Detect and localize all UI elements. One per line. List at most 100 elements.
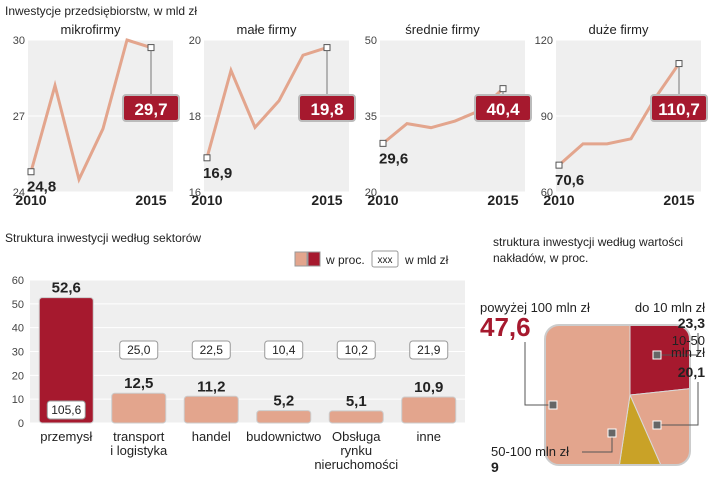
value-label: 12,5 bbox=[124, 375, 153, 392]
chart-title: struktura inwestycji według wartości nakł… bbox=[493, 235, 683, 265]
x-tick-label: handel bbox=[192, 429, 231, 444]
line bbox=[29, 38, 152, 184]
slice-label: 10-50 mln zł bbox=[671, 333, 705, 360]
y-tick-label: 0 bbox=[18, 418, 24, 430]
y-tick-label: 60 bbox=[541, 187, 553, 199]
amount-label: 21,9 bbox=[417, 343, 441, 357]
value-label: 19,8 bbox=[310, 100, 343, 119]
amount-label: 22,5 bbox=[200, 343, 224, 357]
point-marker bbox=[147, 44, 155, 52]
panel-title: małe firmy bbox=[237, 22, 297, 37]
x-tick-label: transport i logistyka bbox=[110, 429, 168, 458]
chart-title: Struktura inwestycji według sektorów bbox=[5, 231, 201, 245]
x-tick-label: 2010 bbox=[191, 192, 222, 208]
y-tick-label: 20 bbox=[12, 370, 24, 382]
y-tick-label: 50 bbox=[365, 35, 377, 47]
x-tick-label: inne bbox=[416, 429, 441, 444]
y-tick-label: 90 bbox=[541, 111, 553, 123]
amount-box bbox=[119, 340, 159, 360]
value-label: 24,8 bbox=[27, 179, 56, 196]
pie-slice bbox=[545, 325, 631, 465]
y-tick-label: 16 bbox=[189, 187, 201, 199]
x-tick-label: 2015 bbox=[311, 192, 342, 208]
pie-frame bbox=[544, 324, 691, 466]
value-label: 40,4 bbox=[486, 100, 520, 119]
leader-line bbox=[657, 333, 699, 356]
value-label: 9 bbox=[491, 459, 499, 475]
slice-label: powyżej 100 mln zł bbox=[480, 300, 590, 315]
bar bbox=[401, 396, 457, 424]
line bbox=[558, 62, 681, 167]
amount-box bbox=[46, 400, 86, 420]
bar bbox=[38, 297, 94, 424]
main-title: Inwestycje przedsiębiorstw, w mld zł bbox=[5, 4, 197, 18]
value-label: 29,7 bbox=[134, 100, 167, 119]
value-label: 110,7 bbox=[658, 100, 700, 119]
amount-label: 10,4 bbox=[272, 343, 296, 357]
amount-label: 25,0 bbox=[127, 343, 151, 357]
pointer-marker bbox=[548, 400, 558, 410]
y-tick-label: 18 bbox=[189, 111, 201, 123]
value-label: 11,2 bbox=[197, 378, 225, 395]
leader-line bbox=[524, 342, 553, 406]
point-marker bbox=[499, 85, 507, 93]
legend-sample: xxx bbox=[378, 255, 393, 266]
value-label: 47,6 bbox=[480, 312, 531, 342]
value-box bbox=[298, 94, 356, 122]
legend-label: w mld zł bbox=[404, 253, 449, 267]
y-tick-label: 60 bbox=[12, 275, 24, 287]
value-box bbox=[122, 94, 180, 122]
amount-box bbox=[191, 340, 231, 360]
value-label: 20,1 bbox=[678, 364, 705, 380]
bar bbox=[183, 395, 239, 424]
value-box bbox=[650, 94, 708, 122]
x-tick-label: 2015 bbox=[135, 192, 166, 208]
leader-line bbox=[582, 433, 613, 453]
point-marker bbox=[203, 154, 211, 162]
value-label: 16,9 bbox=[203, 165, 232, 182]
pointer-marker bbox=[607, 428, 617, 438]
legend-swatch bbox=[294, 251, 308, 267]
point-marker bbox=[27, 168, 35, 176]
panel-title: duże firmy bbox=[589, 22, 649, 37]
x-tick-label: 2015 bbox=[663, 192, 694, 208]
x-tick-label: 2010 bbox=[15, 192, 46, 208]
amount-box bbox=[409, 340, 449, 360]
x-tick-label: 2015 bbox=[487, 192, 518, 208]
y-tick-label: 120 bbox=[535, 35, 553, 47]
bar bbox=[256, 410, 312, 424]
bar bbox=[328, 410, 384, 424]
value-label: 10,9 bbox=[414, 379, 443, 396]
value-label: 5,2 bbox=[273, 393, 294, 410]
y-tick-label: 10 bbox=[12, 394, 24, 406]
panel-title: średnie firmy bbox=[405, 22, 480, 37]
y-tick-label: 30 bbox=[13, 35, 25, 47]
point-marker bbox=[675, 60, 683, 68]
legend-box bbox=[371, 250, 399, 268]
value-label: 70,6 bbox=[555, 172, 584, 189]
pie-slice bbox=[612, 393, 675, 465]
x-tick-label: przemysł bbox=[40, 429, 92, 444]
line bbox=[205, 46, 328, 159]
x-tick-label: 2010 bbox=[543, 192, 574, 208]
x-tick-label: 2010 bbox=[367, 192, 398, 208]
pie-slice bbox=[629, 325, 690, 396]
amount-label: 10,2 bbox=[345, 343, 369, 357]
value-box bbox=[474, 94, 532, 122]
pie-slice bbox=[629, 382, 690, 465]
y-tick-label: 24 bbox=[13, 187, 25, 199]
y-tick-label: 20 bbox=[189, 35, 201, 47]
x-tick-label: Obsługa rynku nieruchomości bbox=[314, 429, 398, 472]
point-marker bbox=[323, 44, 331, 52]
amount-box bbox=[336, 340, 376, 360]
value-label: 23,3 bbox=[678, 315, 705, 331]
value-label: 29,6 bbox=[379, 150, 408, 167]
x-tick-label: budownictwo bbox=[246, 429, 321, 444]
y-tick-label: 30 bbox=[12, 347, 24, 359]
y-tick-label: 40 bbox=[12, 323, 24, 335]
amount-box bbox=[264, 340, 304, 360]
bar bbox=[111, 392, 167, 424]
pointer-marker bbox=[652, 420, 662, 430]
amount-label: 105,6 bbox=[51, 403, 81, 417]
